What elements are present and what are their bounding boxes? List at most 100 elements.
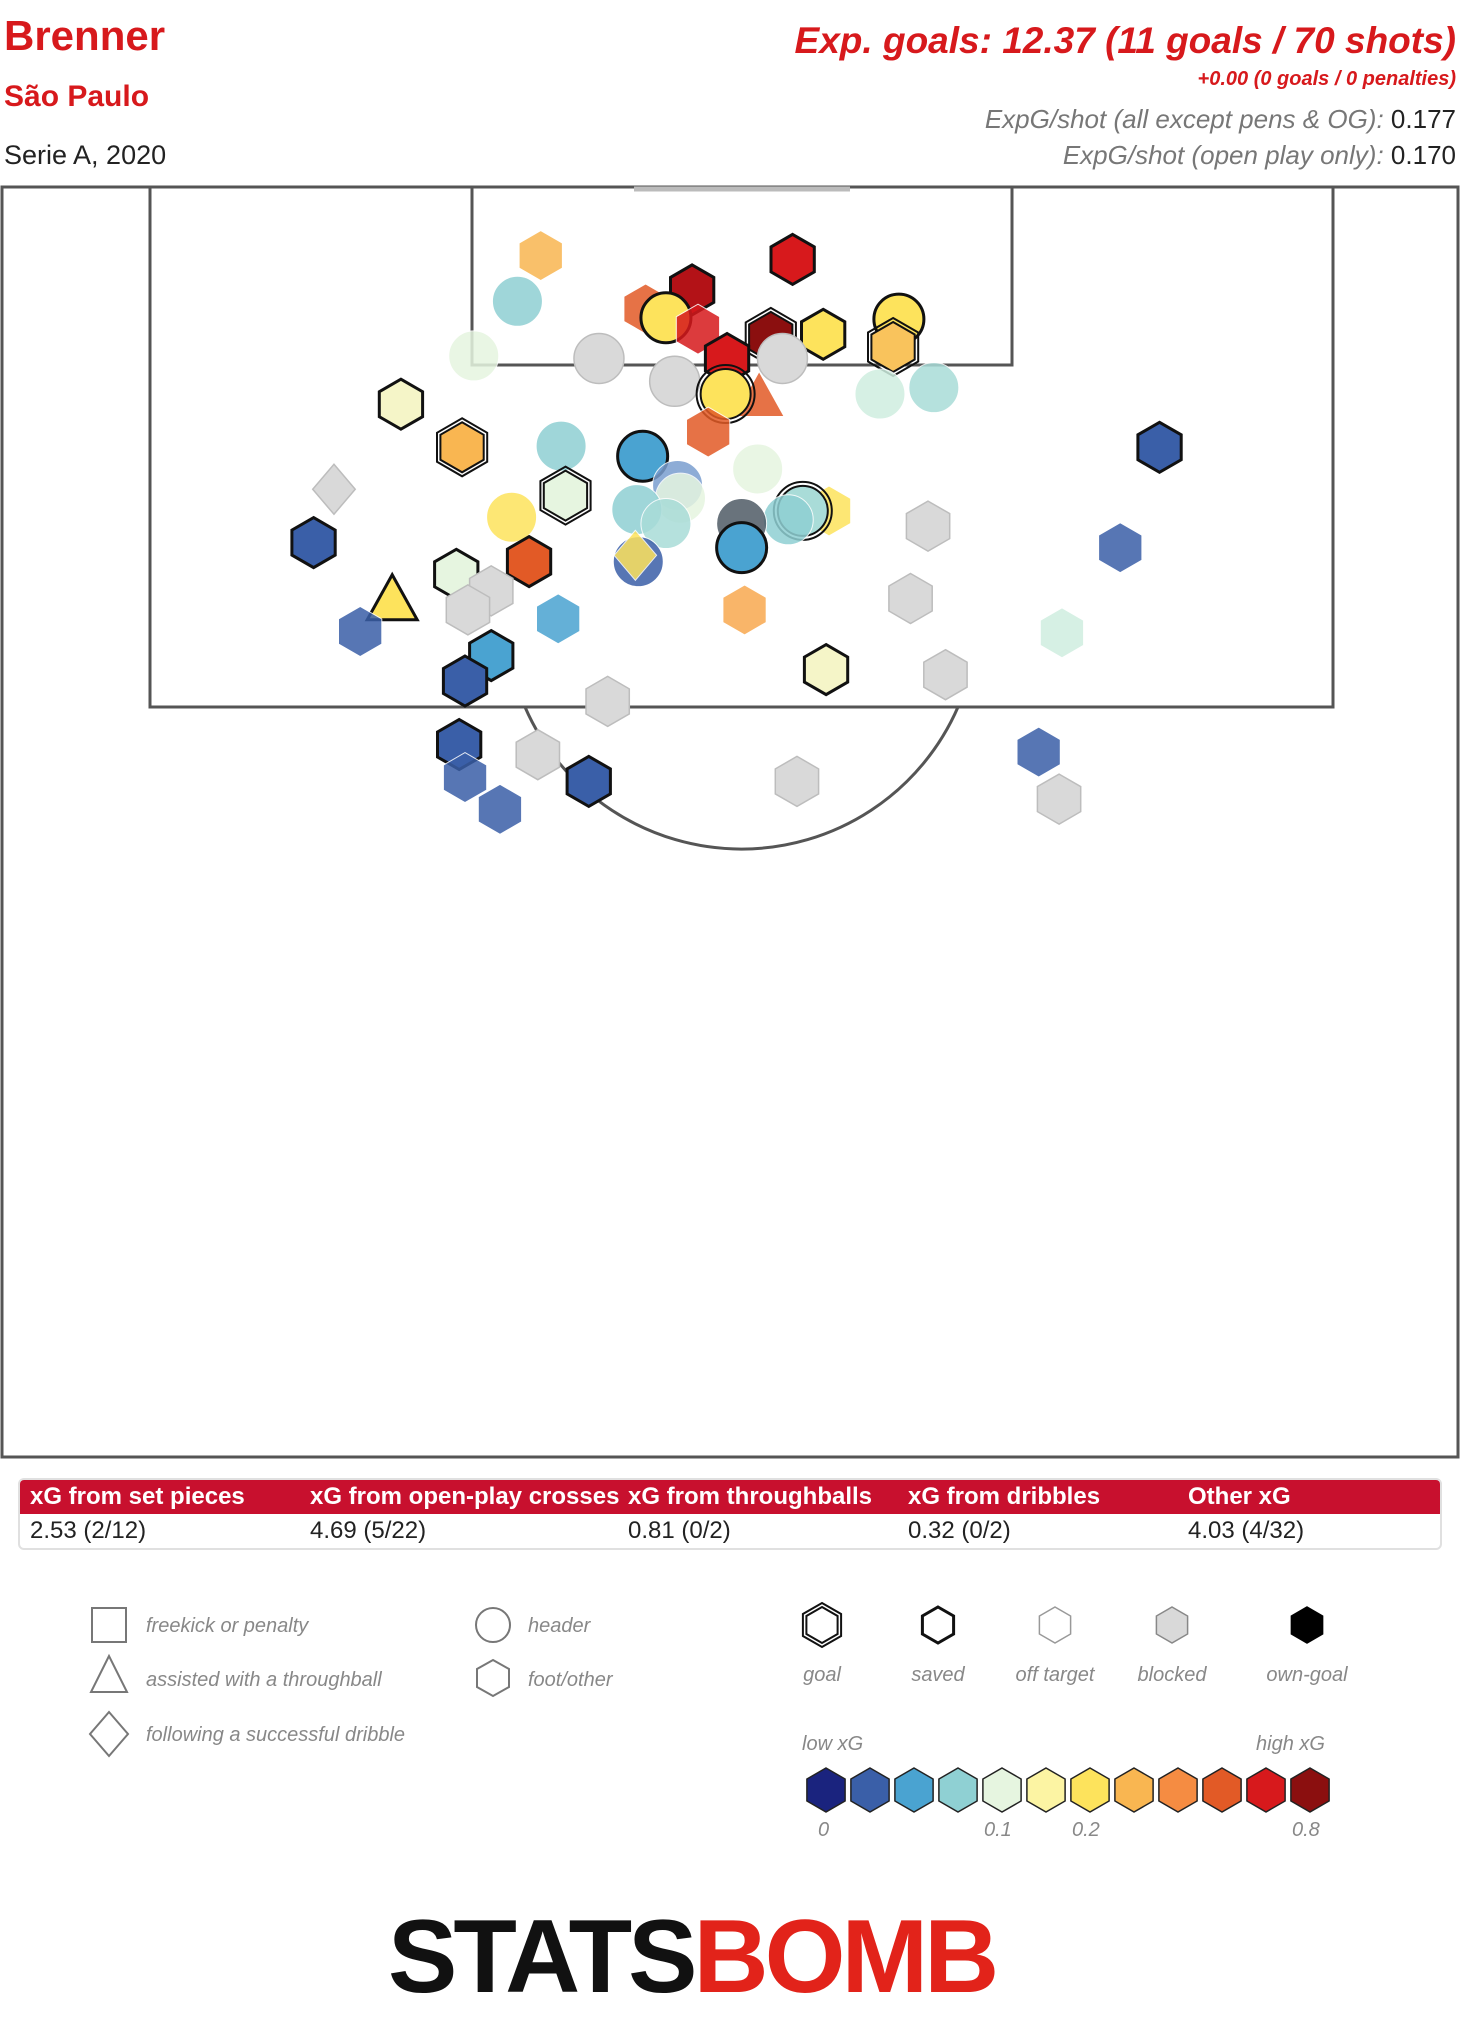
summary-col-dribbles: xG from dribbles 0.32 (0/2)	[908, 1480, 1100, 1548]
scale-tick-0-2: 0.2	[1072, 1819, 1100, 1841]
shot-marker-41	[715, 521, 769, 575]
shot-marker-6	[675, 303, 721, 355]
shot-marker-53	[1039, 607, 1085, 659]
scale-tick-0-8: 0.8	[1292, 1819, 1320, 1841]
scale-swatch-8	[1158, 1767, 1198, 1813]
shot-marker-8	[800, 307, 847, 362]
hexagon-icon	[1290, 1606, 1324, 1644]
shot-marker-24	[616, 429, 670, 483]
scale-swatch-11	[1290, 1767, 1330, 1813]
scale-tick-0: 0	[818, 1819, 829, 1841]
legend-label: header	[528, 1615, 592, 1637]
shot-marker-55	[441, 654, 489, 708]
logo-bomb: BOMB	[693, 1899, 999, 2015]
scale-tick-0-1: 0.1	[984, 1819, 1012, 1841]
summary-label: xG from set pieces	[30, 1483, 245, 1510]
scale-swatch-7	[1114, 1767, 1154, 1813]
scale-swatch-5	[1026, 1767, 1066, 1813]
summary-label: Other xG	[1188, 1483, 1291, 1510]
hexagon-icon	[805, 1605, 839, 1645]
shot-marker-1	[491, 275, 543, 327]
shot-marker-40	[1098, 522, 1143, 574]
diamond-icon	[88, 1710, 130, 1758]
shape-legend: freekick or penalty assisted with a thro…	[88, 1607, 614, 1758]
shot-marker-62	[565, 754, 612, 809]
summary-col-crosses: xG from open-play crosses 4.69 (5/22)	[310, 1480, 619, 1548]
scale-high-label: high xG	[1256, 1733, 1325, 1755]
shot-marker-23	[686, 406, 731, 458]
square-icon	[91, 1607, 127, 1643]
summary-label: xG from open-play crosses	[310, 1483, 620, 1510]
shot-marker-13	[756, 332, 809, 385]
shot-marker-3	[769, 232, 816, 287]
summary-col-throughballs: xG from throughballs 0.81 (0/2)	[628, 1480, 872, 1548]
shot-marker-33	[486, 491, 538, 543]
summary-value: 2.53 (2/12)	[30, 1517, 147, 1544]
outcome-label: blocked	[1138, 1664, 1208, 1686]
competition-label: Serie A, 2020	[4, 140, 167, 170]
xg-per-shot-all-value: 0.177	[1390, 104, 1456, 134]
hexagon-icon	[1038, 1606, 1072, 1644]
shot-marker-20	[377, 377, 425, 431]
summary-value: 0.32 (0/2)	[908, 1517, 1011, 1544]
scale-swatch-0	[806, 1767, 846, 1813]
shot-marker-32	[640, 498, 692, 550]
outcome-legend-own: own-goal	[1266, 1606, 1348, 1686]
legend: freekick or penalty assisted with a thro…	[88, 1601, 1348, 1841]
shot-marker-18	[854, 368, 906, 420]
scale-swatch-1	[850, 1767, 890, 1813]
outcome-legend-off: off target	[1016, 1606, 1096, 1686]
scale-swatch-2	[894, 1767, 934, 1813]
legend-label: freekick or penalty	[146, 1615, 309, 1637]
shot-marker-51	[888, 572, 933, 625]
shot-marker-50	[722, 584, 767, 636]
shot-marker-66	[477, 783, 523, 835]
player-name: Brenner	[4, 12, 166, 59]
summary-value: 0.81 (0/2)	[628, 1517, 731, 1544]
shot-marker-44	[505, 534, 553, 589]
team-name: São Paulo	[4, 80, 150, 113]
shot-marker-48	[445, 584, 491, 636]
shot-marker-57	[923, 648, 968, 701]
legend-label: following a successful dribble	[146, 1724, 405, 1746]
shot-marker-19	[908, 362, 960, 414]
summary-label: xG from dribbles	[908, 1483, 1101, 1510]
scale-swatch-3	[938, 1767, 978, 1813]
scale-low-label: low xG	[802, 1733, 863, 1755]
legend-label: foot/other	[528, 1669, 614, 1691]
shot-marker-65	[1036, 773, 1082, 825]
shot-marker-58	[585, 675, 631, 728]
shot-marker-43	[613, 529, 658, 582]
shot-marker-11	[448, 330, 500, 382]
shot-marker-26	[1136, 420, 1183, 475]
shot-marker-28	[539, 465, 592, 526]
summary-col-other: Other xG 4.03 (4/32)	[1188, 1480, 1304, 1548]
hexagon-icon	[1155, 1606, 1189, 1644]
shot-marker-61	[442, 752, 488, 804]
shot-marker-36	[762, 494, 814, 546]
outcome-label: goal	[803, 1664, 841, 1686]
shot-marker-12	[573, 332, 625, 385]
summary-value: 4.69 (5/22)	[310, 1517, 427, 1544]
outcome-legend: goal saved off target blocked own-goal	[801, 1601, 1348, 1686]
outcome-label: off target	[1016, 1664, 1096, 1686]
xg-per-shot-open-value: 0.170	[1390, 140, 1456, 170]
legend-label: assisted with a throughball	[146, 1669, 382, 1691]
shot-marker-14	[648, 355, 701, 408]
shot-marker-25	[732, 443, 784, 495]
shot-marker-49	[536, 593, 581, 645]
xg-per-shot-all-label: ExpG/shot (all except pens & OG):	[984, 104, 1384, 134]
shot-marker-63	[774, 755, 820, 808]
shot-marker-21	[436, 417, 489, 478]
xg-per-shot-open: ExpG/shot (open play only): 0.170	[1063, 140, 1456, 171]
circle-icon	[475, 1607, 511, 1643]
scale-swatch-10	[1246, 1767, 1286, 1813]
hexagon-icon	[920, 1605, 956, 1645]
outcome-label: saved	[911, 1664, 965, 1686]
scale-swatch-9	[1202, 1767, 1242, 1813]
shot-marker-22	[535, 420, 587, 472]
expected-goals-total: Exp. goals: 12.37 (11 goals / 70 shots)	[794, 20, 1456, 61]
statsbomb-logo: STATSBOMB	[388, 1898, 999, 2017]
shot-marker-0	[518, 230, 563, 282]
shot-marker-52	[338, 605, 383, 658]
